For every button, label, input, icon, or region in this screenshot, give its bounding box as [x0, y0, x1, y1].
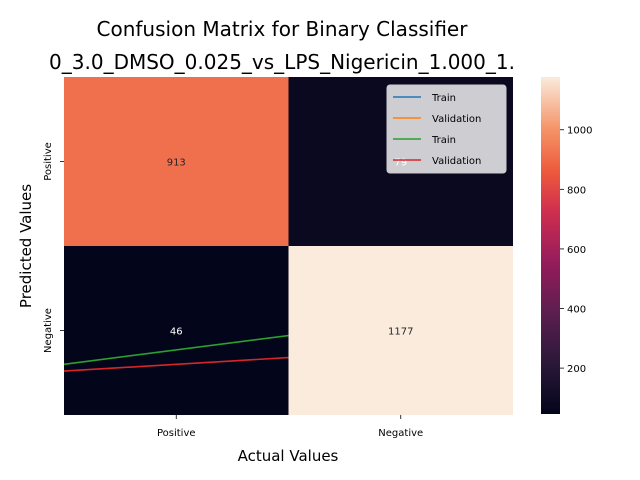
colorbar-ticks: 200 400 600 800 1000: [560, 126, 592, 375]
heatmap-cell-1-0: [64, 246, 289, 415]
y-tick-label-0: Positive: [43, 142, 54, 181]
heatmap-cell-0-0: [64, 77, 289, 246]
cell-value-label-1-1: 1177: [388, 327, 413, 338]
legend-label-3: Validation: [432, 156, 481, 167]
legend: Train Validation Train Validation: [386, 84, 507, 174]
colorbar-tick-label-4: 1000: [567, 126, 592, 137]
colorbar-tick-label-2: 600: [567, 245, 586, 256]
y-tick-label-1: Negative: [43, 308, 54, 353]
chart-title-line2: 0_3.0_DMSO_0.025_vs_LPS_Nigericin_1.000_…: [49, 50, 515, 74]
colorbar: [541, 77, 560, 414]
legend-box: [386, 84, 507, 174]
legend-label-2: Train: [431, 135, 456, 146]
cell-value-label-1-0: 46: [170, 327, 183, 338]
series-line-1: [63, 356, 289, 372]
colorbar-tick-label-3: 800: [567, 185, 586, 196]
colorbar-tick-label-0: 200: [567, 364, 586, 375]
legend-label-0: Train: [431, 93, 456, 104]
legend-label-1: Validation: [432, 114, 481, 125]
axis-ticks: Positive Negative Positive Negative: [43, 142, 423, 439]
x-axis-label: Actual Values: [238, 447, 339, 465]
cell-value-label-0-0: 913: [167, 158, 186, 169]
y-axis-label: Predicted Values: [17, 184, 35, 308]
chart-title-line1: Confusion Matrix for Binary Classifier: [97, 17, 469, 41]
x-tick-label-1: Negative: [378, 428, 423, 439]
heatmap-cell-1-1: [288, 246, 513, 415]
x-tick-label-0: Positive: [157, 428, 196, 439]
colorbar-tick-label-1: 400: [567, 305, 586, 316]
overlay-lines: [63, 334, 289, 372]
series-line-0: [63, 334, 289, 366]
